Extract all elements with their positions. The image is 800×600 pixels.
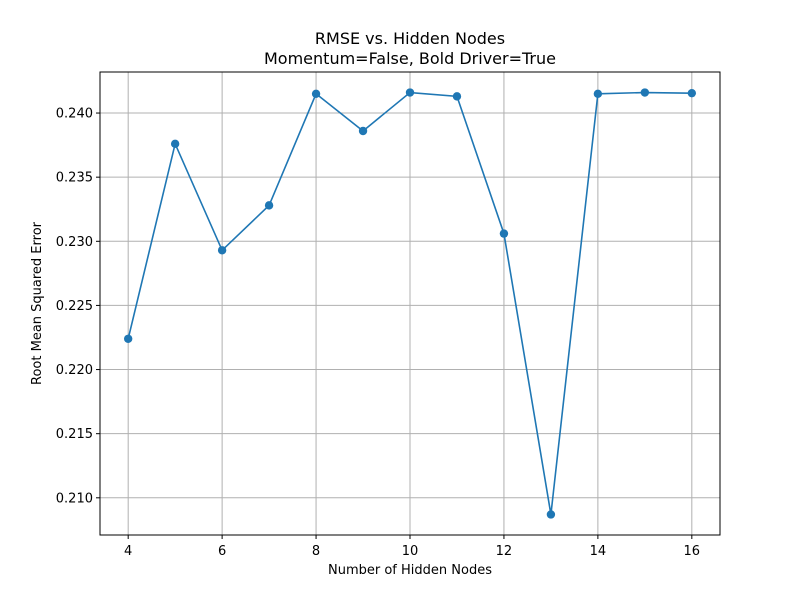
data-point — [640, 88, 650, 97]
x-tick-label: 6 — [218, 544, 226, 559]
tick-layer: 4 6 8 10 12 14 16 0.210 0.215 0.220 0.225 0.230 0.23… — [56, 107, 700, 559]
x-tick-label: 4 — [124, 544, 132, 559]
y-tick-label: 0.220 — [56, 363, 93, 378]
chart-subtitle: Momentum=False, Bold Driver=True — [264, 49, 556, 68]
data-point — [452, 92, 462, 101]
y-tick-label: 0.235 — [56, 171, 93, 186]
data-point — [311, 89, 321, 99]
x-axis-label: Number of Hidden Nodes — [328, 563, 492, 578]
data-point — [593, 89, 603, 99]
y-tick-label: 0.240 — [56, 107, 93, 122]
chart-title: RMSE vs. Hidden Nodes — [315, 29, 505, 48]
data-point — [217, 246, 227, 255]
x-tick-label: 16 — [684, 544, 701, 559]
data-point — [264, 201, 274, 210]
data-point — [499, 229, 509, 238]
y-tick-label: 0.215 — [56, 427, 93, 442]
grid-lines — [100, 72, 720, 535]
x-tick-label: 12 — [496, 544, 513, 559]
data-point — [123, 334, 133, 343]
data-point — [687, 88, 697, 98]
x-tick-label: 10 — [402, 544, 419, 559]
y-tick-label: 0.230 — [56, 235, 93, 250]
series-layer — [123, 88, 697, 519]
y-tick-label: 0.210 — [56, 491, 93, 506]
x-tick-label: 14 — [590, 544, 607, 559]
data-point — [170, 139, 180, 149]
data-point — [405, 88, 415, 97]
y-axis-label: Root Mean Squared Error — [30, 221, 45, 385]
data-point — [546, 510, 556, 519]
x-tick-label: 8 — [312, 544, 320, 559]
data-point — [358, 126, 368, 136]
y-tick-label: 0.225 — [56, 299, 93, 314]
